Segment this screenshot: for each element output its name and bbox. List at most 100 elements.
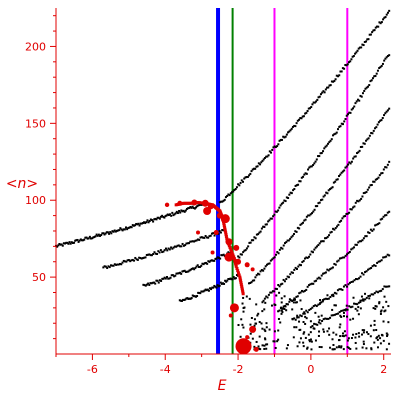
data-point [241, 323, 244, 326]
data-point [199, 236, 202, 239]
data-point [350, 248, 353, 251]
data-point [284, 305, 287, 308]
data-point [228, 278, 231, 281]
data-point [365, 139, 368, 142]
data-point [337, 312, 340, 315]
data-point [380, 259, 383, 262]
data-point [208, 260, 211, 263]
data-point [349, 111, 352, 114]
data-point [376, 291, 379, 294]
data-point [342, 123, 345, 126]
data-point [323, 272, 326, 275]
data-point [307, 168, 310, 171]
data-point [362, 331, 365, 334]
data-point [126, 228, 129, 231]
data-point [221, 200, 224, 203]
data-point [268, 262, 271, 265]
data-point [314, 246, 317, 249]
data-point [186, 242, 189, 245]
data-point [361, 333, 364, 336]
data-point [344, 118, 347, 121]
data-point [265, 155, 268, 158]
data-point [315, 279, 318, 282]
red-point [224, 233, 228, 237]
data-point [292, 299, 295, 302]
data-point [386, 333, 389, 336]
data-point [103, 265, 106, 268]
data-point [274, 346, 277, 349]
data-point [292, 301, 295, 304]
data-point [333, 304, 336, 307]
data-point [325, 237, 328, 240]
data-point [368, 231, 371, 234]
data-point [354, 341, 357, 344]
data-point [248, 297, 251, 300]
data-point [296, 316, 299, 319]
data-point [355, 243, 358, 246]
data-point [301, 289, 304, 292]
data-point [287, 239, 290, 242]
data-point [384, 16, 387, 19]
data-point [361, 346, 364, 349]
data-point [388, 285, 391, 288]
red-point [241, 292, 245, 296]
data-point [299, 291, 302, 294]
data-point [288, 298, 291, 301]
data-point [249, 332, 252, 335]
data-point [360, 197, 363, 200]
data-point [197, 204, 200, 207]
data-point [337, 223, 340, 226]
data-point [176, 244, 179, 247]
data-point [302, 312, 305, 315]
data-point [296, 119, 299, 122]
data-point [274, 287, 277, 290]
data-point [189, 268, 192, 271]
data-point [357, 306, 360, 309]
data-point [345, 114, 348, 117]
data-point [253, 345, 256, 348]
data-point [142, 283, 145, 286]
data-point [303, 219, 306, 222]
data-point [318, 201, 321, 204]
data-point [173, 275, 176, 278]
red-point [236, 269, 240, 273]
data-point [190, 297, 193, 300]
data-point [300, 315, 303, 318]
data-point [280, 202, 283, 205]
red-point [225, 238, 233, 246]
data-point [77, 240, 80, 243]
data-point [377, 176, 380, 179]
data-point [258, 321, 261, 324]
data-point [335, 131, 338, 134]
data-point [291, 308, 294, 311]
red-point [223, 227, 227, 231]
data-point [257, 233, 260, 236]
data-point [239, 181, 242, 184]
data-point [377, 260, 380, 263]
data-point [69, 242, 72, 245]
data-point [365, 191, 368, 194]
data-point [129, 260, 132, 263]
data-point [309, 326, 312, 329]
data-point [333, 262, 336, 265]
red-point [238, 277, 242, 281]
data-point [354, 102, 357, 105]
data-point [171, 247, 174, 250]
data-point [367, 38, 370, 41]
data-point [264, 301, 267, 304]
data-point [378, 21, 381, 24]
data-point [364, 191, 367, 194]
data-point [379, 22, 382, 25]
data-point [163, 276, 166, 279]
data-point [302, 345, 305, 348]
data-point [367, 268, 370, 271]
data-point [241, 302, 244, 305]
data-point [212, 286, 215, 289]
data-point [362, 273, 365, 276]
data-point [338, 288, 341, 291]
data-point [343, 330, 346, 333]
data-point [377, 121, 380, 124]
data-point [274, 253, 277, 256]
data-point [145, 253, 148, 256]
data-point [193, 240, 196, 243]
